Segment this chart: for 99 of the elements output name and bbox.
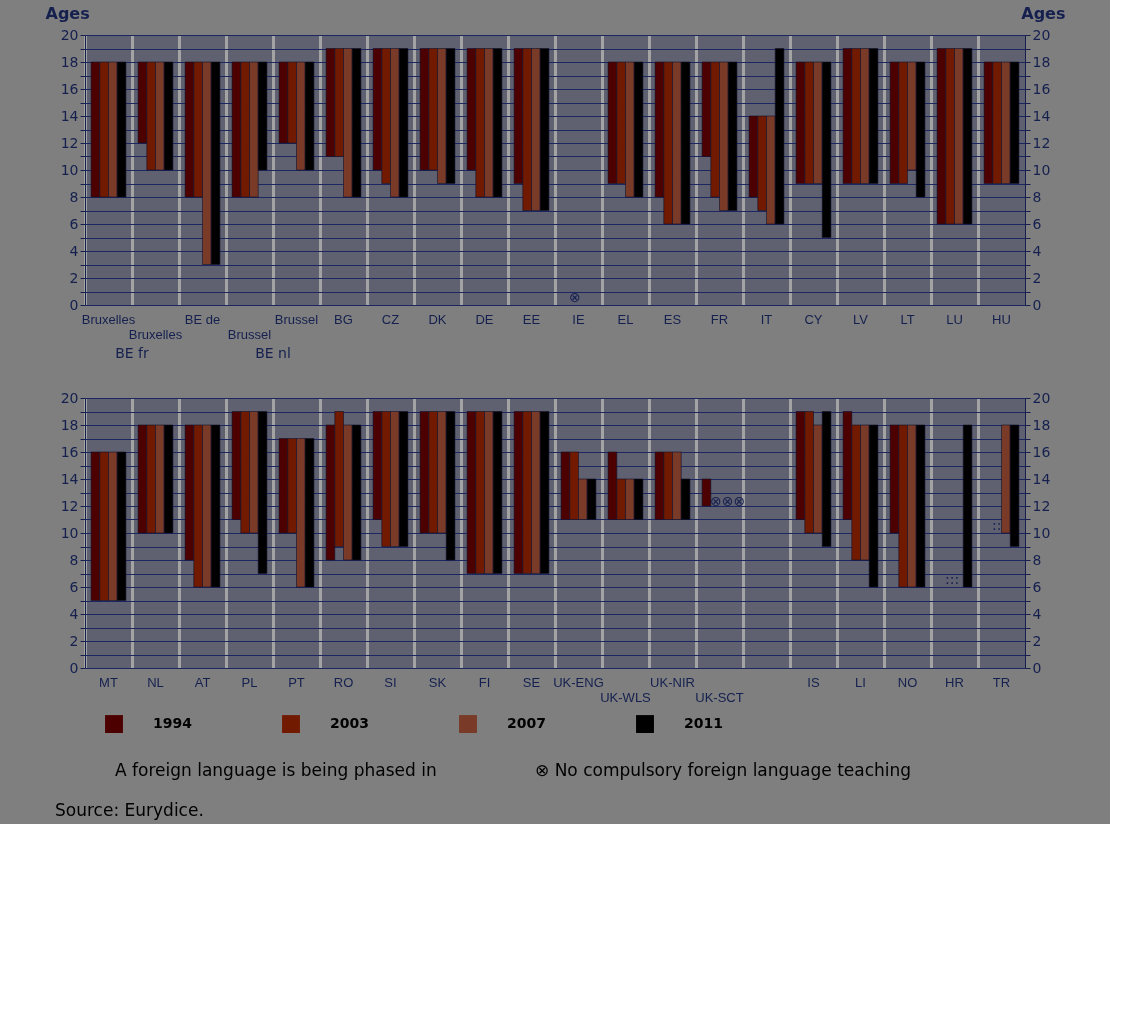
y-tick-label: 4: [69, 242, 79, 259]
x-tick-label: LU: [946, 311, 963, 327]
y-tick-label: 6: [69, 215, 79, 232]
y2-tick-label: 2: [1032, 632, 1042, 649]
y2-tick-label: 16: [1032, 80, 1051, 97]
x-tick-label: LI: [855, 674, 866, 690]
y-tick-label: 14: [60, 107, 79, 124]
y2-tick-label: 4: [1032, 605, 1042, 622]
x-tick-label: Bruxelles: [81, 311, 136, 327]
x-tick-label: BE de: [184, 311, 221, 327]
x-tick-label: HU: [992, 311, 1011, 327]
x-tick-label: Brussel: [227, 326, 272, 342]
text: BE fr: [115, 345, 150, 361]
x-tick-label: IT: [760, 311, 773, 327]
x-tick-label: AT: [194, 674, 211, 690]
y2-tick-label: 14: [1032, 107, 1051, 124]
x-tick-label: FR: [710, 311, 729, 327]
y-tick-label: 0: [69, 659, 79, 676]
y-tick-label: 16: [60, 443, 79, 460]
x-tick-label: PL: [241, 674, 258, 690]
text: BE nl: [255, 345, 291, 361]
x-tick-label: SE: [522, 674, 541, 690]
text: ⊗ No compulsory foreign language teaching: [535, 760, 912, 780]
y2-tick-label: 8: [1032, 551, 1042, 568]
y2-tick-label: 20: [1032, 26, 1051, 43]
y2-tick-label: 4: [1032, 242, 1042, 259]
y2-tick-label: 16: [1032, 443, 1051, 460]
x-tick-label: Brussel: [274, 311, 319, 327]
x-tick-label: SI: [384, 674, 397, 690]
x-tick-label: UK-ENG: [553, 674, 604, 690]
x-tick-label: NL: [147, 674, 164, 690]
y-tick-label: 8: [69, 188, 79, 205]
y2-tick-label: 6: [1032, 215, 1042, 232]
annotation: :::: [945, 571, 960, 588]
x-tick-label: UK-NIR: [650, 674, 695, 690]
x-tick-label: IS: [807, 674, 820, 690]
x-tick-label: PT: [288, 674, 305, 690]
y2-tick-label: 12: [1032, 497, 1051, 514]
x-tick-label: UK-SCT: [695, 689, 744, 705]
legend-label: 2007: [507, 715, 546, 732]
y2-tick-label: 14: [1032, 470, 1051, 487]
x-tick-label: MT: [99, 674, 118, 690]
x-tick-label: DK: [428, 311, 447, 327]
y-tick-label: 4: [69, 605, 79, 622]
x-tick-label: UK-WLS: [600, 689, 652, 705]
x-tick-label: EE: [522, 311, 541, 327]
y-tick-label: 2: [69, 632, 79, 649]
x-tick-label: IE: [572, 311, 585, 327]
y2-tick-label: 0: [1032, 296, 1042, 313]
y2-tick-label: 6: [1032, 578, 1042, 595]
y2-tick-label: 8: [1032, 188, 1042, 205]
x-tick-label: CY: [804, 311, 823, 327]
y2-axis-title: Ages: [1021, 3, 1066, 23]
y-tick-label: 12: [60, 134, 79, 151]
text: A foreign language is being phased in: [115, 760, 437, 780]
x-tick-label: LV: [853, 311, 869, 327]
x-tick-label: DE: [475, 311, 494, 327]
y-tick-label: 18: [60, 53, 79, 70]
y-tick-label: 16: [60, 80, 79, 97]
x-tick-label: FI: [478, 674, 491, 690]
x-tick-label: HR: [945, 674, 964, 690]
x-tick-label: LT: [900, 311, 915, 327]
y-tick-label: 10: [60, 161, 79, 178]
y-tick-label: 2: [69, 269, 79, 286]
y2-tick-label: 18: [1032, 416, 1051, 433]
x-tick-label: TR: [992, 674, 1011, 690]
y2-tick-label: 10: [1032, 161, 1051, 178]
x-tick-label: BG: [334, 311, 353, 327]
y2-tick-label: 0: [1032, 659, 1042, 676]
x-tick-label: EL: [617, 311, 634, 327]
y-tick-label: 12: [60, 497, 79, 514]
x-tick-label: SK: [428, 674, 447, 690]
y2-tick-label: 2: [1032, 269, 1042, 286]
y-tick-label: 20: [60, 389, 79, 406]
y-tick-label: 10: [60, 524, 79, 541]
y-tick-label: 8: [69, 551, 79, 568]
y-tick-label: 0: [69, 296, 79, 313]
annotation: ::: [992, 517, 1002, 534]
y2-tick-label: 20: [1032, 389, 1051, 406]
x-tick-label: ES: [663, 311, 682, 327]
y-axis-title: Ages: [45, 3, 90, 23]
y-tick-label: 20: [60, 26, 79, 43]
legend-label: 1994: [153, 715, 193, 732]
y2-tick-label: 12: [1032, 134, 1051, 151]
y-tick-label: 6: [69, 578, 79, 595]
annotation: ⊗: [569, 289, 581, 306]
x-tick-label: RO: [333, 674, 354, 690]
bar: [962, 424, 973, 588]
x-tick-label: CZ: [381, 311, 400, 327]
y2-tick-label: 10: [1032, 524, 1051, 541]
y-tick-label: 18: [60, 416, 79, 433]
y2-tick-label: 18: [1032, 53, 1051, 70]
x-tick-label: NO: [897, 674, 918, 690]
source-note: Source: Eurydice.: [55, 800, 204, 820]
legend-label: 2003: [330, 715, 369, 732]
bar: [701, 478, 712, 507]
x-tick-label: Bruxelles: [128, 326, 183, 342]
legend-label: 2011: [684, 715, 723, 732]
y-tick-label: 14: [60, 470, 79, 487]
